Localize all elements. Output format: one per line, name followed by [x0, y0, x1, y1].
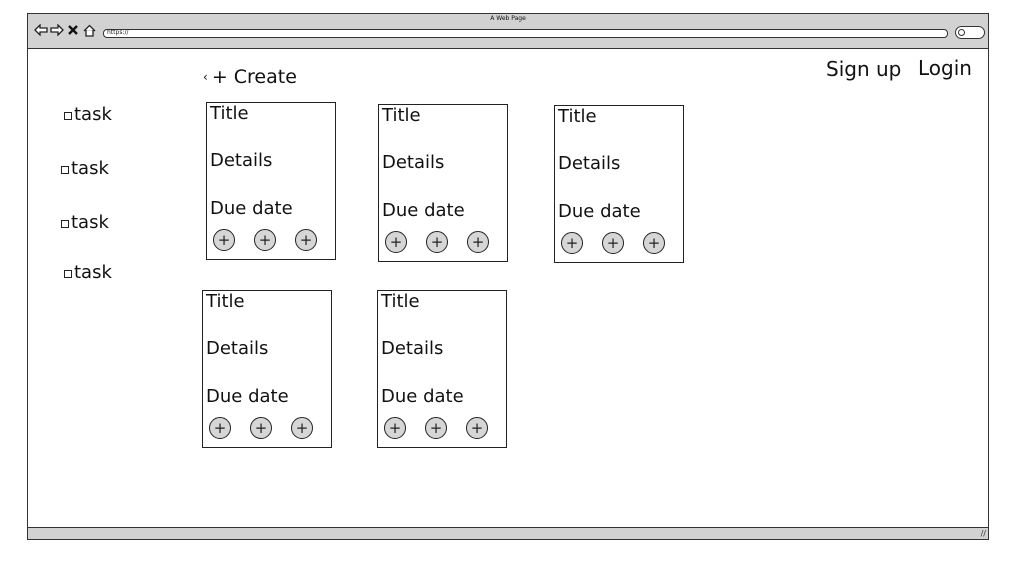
create-button[interactable]: ‹ + Create [203, 66, 297, 88]
home-icon[interactable] [82, 23, 96, 37]
task-label: task [74, 262, 112, 283]
signup-link[interactable]: Sign up [826, 57, 902, 81]
resize-grip-icon[interactable]: // [980, 529, 986, 538]
checkbox-icon[interactable] [64, 269, 72, 278]
plus-circle-icon[interactable]: + [384, 417, 406, 439]
checkbox-icon[interactable] [64, 111, 72, 120]
sidebar-task-item[interactable]: task [61, 158, 109, 179]
checkbox-icon[interactable] [61, 165, 69, 174]
task-label: task [74, 104, 112, 125]
task-card[interactable]: Title Details Due date + + + [378, 104, 508, 262]
plus-circle-icon[interactable]: + [466, 417, 488, 439]
nav-controls [34, 22, 96, 38]
plus-circle-icon[interactable]: + [643, 232, 665, 254]
create-label: + Create [211, 66, 297, 88]
card-due-date: Due date [381, 386, 464, 407]
plus-circle-icon[interactable]: + [213, 229, 235, 251]
plus-circle-icon[interactable]: + [425, 417, 447, 439]
card-title: Title [558, 106, 597, 127]
plus-circle-icon[interactable]: + [426, 231, 448, 253]
plus-circle-icon[interactable]: + [561, 232, 583, 254]
plus-circle-icon[interactable]: + [467, 231, 489, 253]
card-details: Details [381, 338, 444, 359]
card-due-date: Due date [206, 386, 289, 407]
plus-circle-icon[interactable]: + [254, 229, 276, 251]
forward-arrow-icon[interactable] [50, 23, 64, 37]
plus-circle-icon[interactable]: + [209, 417, 231, 439]
window-title: A Web Page [490, 15, 526, 22]
url-input[interactable]: https:// [103, 29, 948, 38]
browser-window: A Web Page https:// ‹ + Create Sign up L… [27, 13, 989, 540]
card-due-date: Due date [382, 200, 465, 221]
plus-circle-icon[interactable]: + [291, 417, 313, 439]
card-due-date: Due date [558, 201, 641, 222]
card-title: Title [206, 291, 245, 312]
sidebar-task-item[interactable]: task [64, 104, 112, 125]
status-bar: // [28, 527, 988, 539]
task-card[interactable]: Title Details Due date + + + [377, 290, 507, 448]
sidebar-task-item[interactable]: task [61, 212, 109, 233]
card-details: Details [382, 152, 445, 173]
search-box[interactable] [955, 26, 985, 39]
chevron-left-icon: ‹ [203, 70, 208, 84]
card-details: Details [206, 338, 269, 359]
close-icon[interactable] [66, 23, 80, 37]
login-link[interactable]: Login [918, 56, 972, 80]
search-icon [958, 29, 965, 36]
task-card[interactable]: Title Details Due date + + + [554, 105, 684, 263]
sidebar-task-item[interactable]: task [64, 262, 112, 283]
plus-circle-icon[interactable]: + [385, 231, 407, 253]
card-title: Title [210, 103, 249, 124]
card-details: Details [210, 150, 273, 171]
task-card[interactable]: Title Details Due date + + + [202, 290, 332, 448]
plus-circle-icon[interactable]: + [250, 417, 272, 439]
task-label: task [71, 158, 109, 179]
task-card[interactable]: Title Details Due date + + + [206, 102, 336, 260]
card-title: Title [382, 105, 421, 126]
card-details: Details [558, 153, 621, 174]
card-title: Title [381, 291, 420, 312]
card-due-date: Due date [210, 198, 293, 219]
back-arrow-icon[interactable] [34, 23, 48, 37]
plus-circle-icon[interactable]: + [602, 232, 624, 254]
task-label: task [71, 212, 109, 233]
browser-toolbar: A Web Page https:// [28, 14, 988, 49]
plus-circle-icon[interactable]: + [295, 229, 317, 251]
checkbox-icon[interactable] [61, 219, 69, 228]
